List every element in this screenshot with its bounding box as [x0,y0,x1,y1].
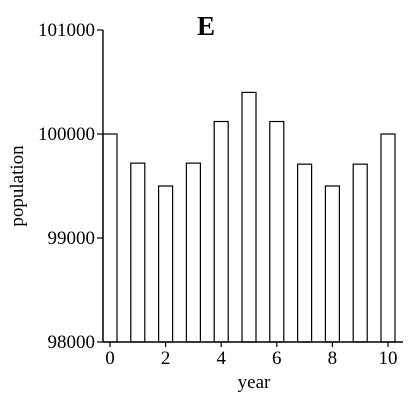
bar-year-0 [102,133,118,343]
bar-year-5 [241,91,257,343]
bar-year-10 [380,133,396,343]
x-tick-label: 0 [105,348,115,369]
y-tick-label: 101000 [38,20,95,41]
x-tick-label: 4 [216,348,226,369]
chart-title: E [197,11,215,41]
y-ticks-group: 98000 99000 100000 101000 [38,20,103,353]
y-axis-label: population [7,145,28,227]
x-tick-label: 6 [272,348,282,369]
x-tick-label: 10 [379,348,398,369]
bar-year-1 [130,162,146,343]
bar-year-3 [185,162,201,343]
bar-year-4 [213,120,229,343]
x-tick-label: 2 [161,348,171,369]
y-tick-label: 99000 [48,228,96,249]
bar-year-8 [324,185,340,343]
x-ticks-group: 0 2 4 6 8 10 [105,342,398,369]
y-tick-label: 100000 [38,124,95,145]
x-tick-label: 8 [328,348,338,369]
bar-year-6 [269,120,285,343]
bar-year-7 [297,163,313,343]
bar-year-2 [158,185,174,343]
y-tick-label: 98000 [48,332,96,353]
x-axis-label: year [238,372,271,393]
bars-group [102,91,396,343]
bar-year-9 [352,163,368,343]
